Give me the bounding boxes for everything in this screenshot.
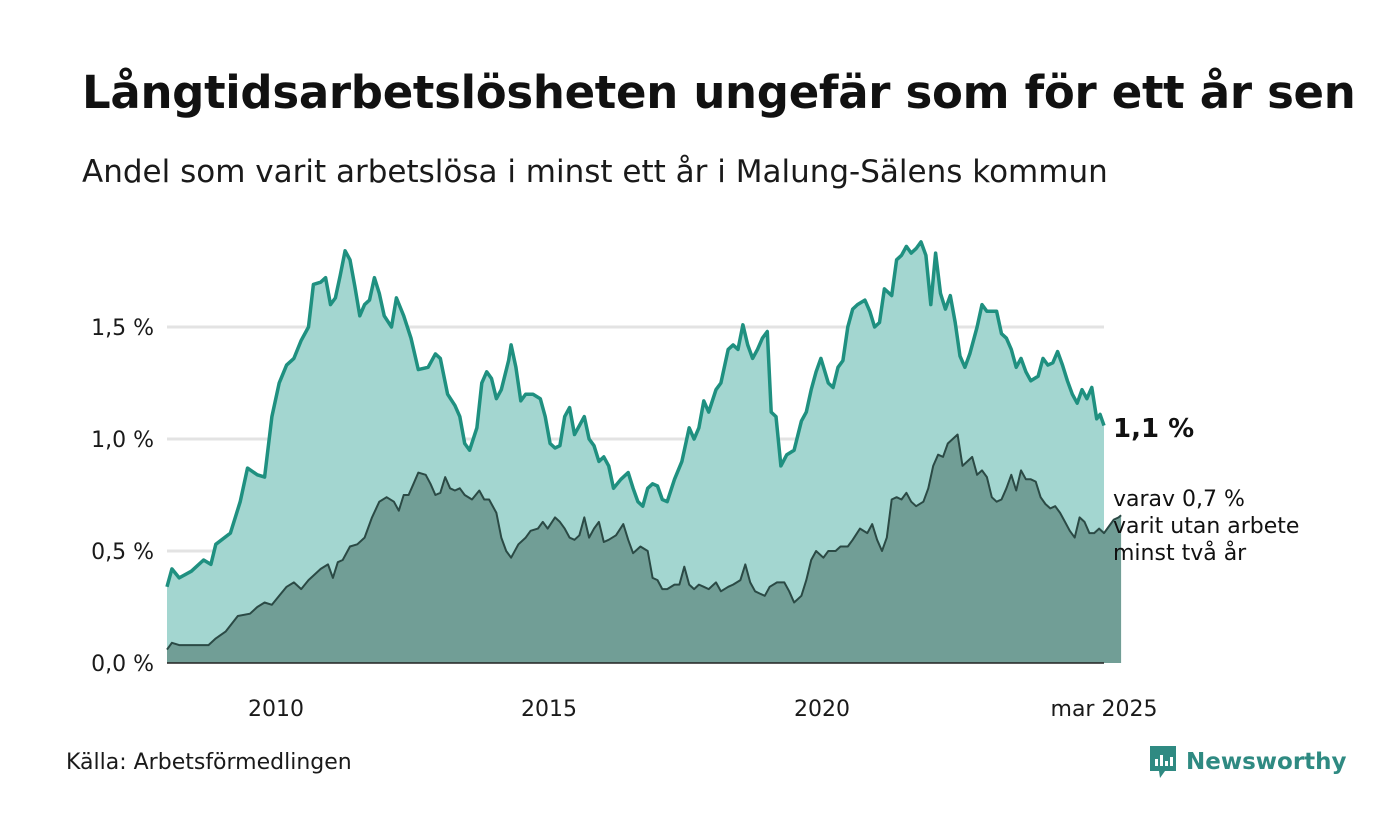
chart-title: Långtidsarbetslösheten ungefär som för e… <box>82 66 1356 119</box>
y-tick-label-0: 0,0 % <box>91 652 154 677</box>
x-axis-ticks: 2010 2015 2020 mar 2025 <box>248 697 1157 722</box>
series-line-long-term <box>165 240 1106 588</box>
brand-logo: Newsworthy <box>1148 744 1347 780</box>
x-tick-label-3: mar 2025 <box>1051 697 1158 722</box>
chart-subtitle: Andel som varit arbetslösa i minst ett å… <box>82 154 1108 190</box>
x-tick-label-0: 2010 <box>248 697 304 722</box>
x-tick-label-1: 2015 <box>521 697 577 722</box>
subseries-label-line-2: minst två år <box>1113 540 1247 566</box>
subseries-label: varav 0,7 % varit utan arbete minst två år <box>1113 487 1299 566</box>
y-axis-ticks: 0,0 % 0,5 % 1,0 % 1,5 % <box>91 316 154 677</box>
subseries-label-line-1: varit utan arbete <box>1113 514 1299 539</box>
y-tick-label-2: 1,0 % <box>91 428 154 453</box>
subseries-label-line-0: varav 0,7 % <box>1113 487 1245 512</box>
series-line-two-years <box>166 433 1122 651</box>
end-value-label: 1,1 % <box>1113 414 1194 444</box>
x-tick-label-2: 2020 <box>794 697 850 722</box>
source-note: Källa: Arbetsförmedlingen <box>66 750 352 775</box>
y-tick-label-3: 1,5 % <box>91 316 154 341</box>
newsworthy-logo-icon <box>1150 746 1176 778</box>
y-tick-label-1: 0,5 % <box>91 540 154 565</box>
brand-name: Newsworthy <box>1186 749 1347 775</box>
